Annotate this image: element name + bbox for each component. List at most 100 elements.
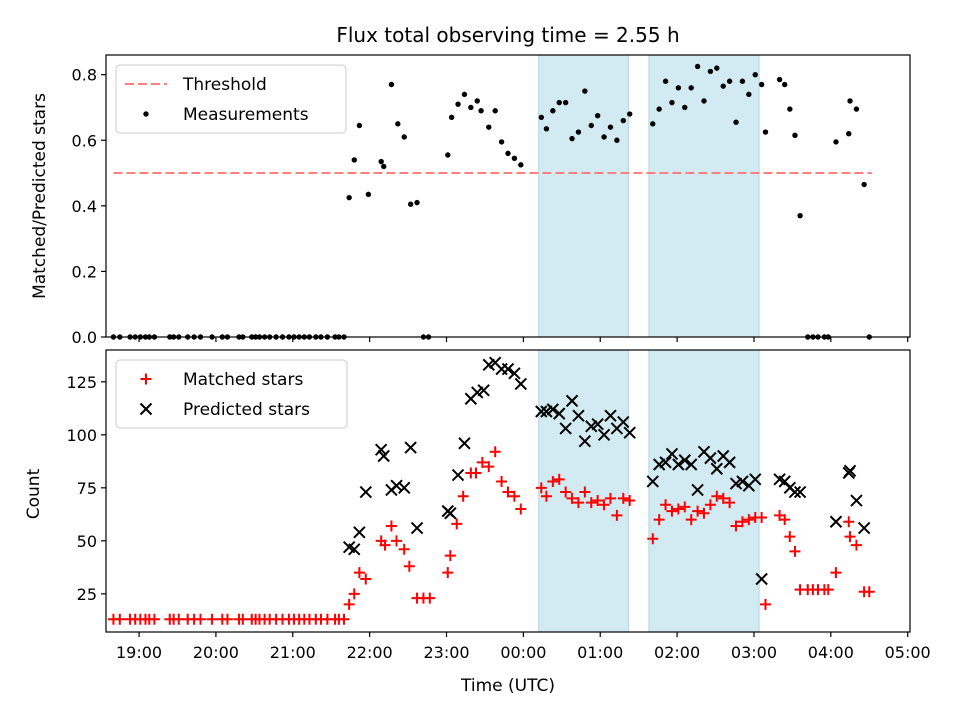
data-point	[726, 78, 733, 84]
data-point	[403, 560, 415, 572]
bottom-y-tick-label: 50	[77, 532, 97, 551]
data-point	[688, 85, 694, 91]
data-point	[404, 441, 417, 454]
data-point	[787, 106, 793, 112]
data-point	[701, 98, 707, 104]
data-point	[684, 458, 698, 471]
data-point	[572, 409, 585, 422]
data-point	[445, 152, 451, 158]
data-point	[617, 492, 629, 504]
data-point	[743, 514, 755, 526]
data-point	[691, 483, 704, 497]
x-tick-label: 19:00	[116, 643, 162, 662]
data-point	[844, 531, 856, 543]
data-point	[755, 572, 768, 586]
data-point	[410, 521, 424, 535]
data-point	[623, 426, 636, 439]
data-point	[407, 201, 414, 207]
data-point	[659, 456, 672, 469]
data-point	[457, 490, 469, 502]
data-point	[374, 443, 388, 456]
data-point	[594, 112, 601, 119]
legend-swatch	[139, 402, 153, 416]
legend-swatch	[143, 111, 149, 117]
data-point	[478, 108, 484, 114]
data-point	[114, 613, 126, 625]
data-point	[749, 473, 762, 486]
top-shaded-interval-0	[538, 54, 629, 338]
data-point	[666, 505, 678, 517]
data-point	[776, 76, 783, 83]
data-point	[672, 458, 685, 471]
data-point	[538, 114, 545, 121]
data-point	[444, 507, 457, 520]
x-tick-label: 03:00	[731, 643, 777, 662]
data-point	[614, 137, 620, 143]
top-y-tick-label: 0.2	[72, 262, 97, 281]
data-point	[607, 124, 614, 130]
legend-label: Matched stars	[183, 370, 303, 390]
top-legend: Threshold Measurements	[115, 64, 347, 134]
data-point	[474, 98, 480, 104]
x-tick-label: 23:00	[423, 643, 469, 662]
data-point	[553, 473, 565, 485]
data-point	[779, 514, 791, 526]
data-point	[822, 584, 834, 596]
top-panel: 0.0 0.2 0.4 0.6 0.8 Threshold Measurements	[72, 54, 911, 347]
data-point	[498, 139, 505, 145]
data-point	[656, 106, 662, 112]
data-point	[477, 384, 490, 397]
bottom-axes-frame	[105, 349, 911, 633]
data-point	[377, 449, 390, 463]
data-point	[847, 98, 853, 104]
data-point	[492, 108, 498, 114]
data-point	[391, 535, 403, 547]
data-point	[759, 598, 771, 610]
bottom-y-tick-label: 75	[77, 479, 97, 498]
data-point	[348, 543, 361, 556]
data-point	[662, 78, 669, 84]
data-point	[566, 492, 578, 504]
data-point	[505, 150, 511, 157]
data-point	[569, 135, 575, 142]
data-point	[468, 104, 474, 111]
bottom-shaded-interval-0	[538, 349, 629, 633]
data-point	[675, 85, 682, 91]
data-point	[511, 155, 518, 161]
data-point	[559, 422, 572, 435]
data-point	[378, 158, 384, 165]
data-point	[784, 531, 796, 543]
data-point	[585, 497, 597, 509]
data-point	[863, 586, 875, 598]
data-point	[669, 99, 675, 106]
data-point	[788, 485, 802, 499]
data-point	[601, 134, 607, 140]
data-point	[379, 539, 391, 551]
top-shaded-interval-1	[648, 54, 760, 338]
data-point	[660, 499, 672, 511]
data-point	[514, 377, 528, 391]
bottom-series-0	[107, 446, 875, 625]
legend-label: Predicted stars	[183, 400, 310, 420]
data-point	[353, 567, 365, 579]
x-tick-label: 20:00	[193, 643, 239, 662]
data-point	[782, 81, 788, 88]
data-point	[414, 199, 420, 206]
data-point	[543, 126, 550, 132]
bottom-shaded-interval-1	[648, 349, 760, 633]
data-point	[592, 495, 604, 507]
data-point	[579, 486, 591, 498]
data-point	[508, 490, 520, 502]
data-point	[508, 367, 521, 380]
data-point	[711, 490, 723, 502]
data-point	[756, 512, 768, 524]
data-point	[733, 119, 739, 125]
legend-swatch	[140, 373, 152, 385]
data-point	[736, 516, 748, 528]
data-point	[665, 447, 679, 461]
x-tick-label: 22:00	[347, 643, 393, 662]
data-point	[829, 515, 843, 528]
data-point	[650, 121, 656, 127]
top-y-tick-label: 0.6	[72, 131, 97, 150]
data-point	[739, 78, 746, 84]
